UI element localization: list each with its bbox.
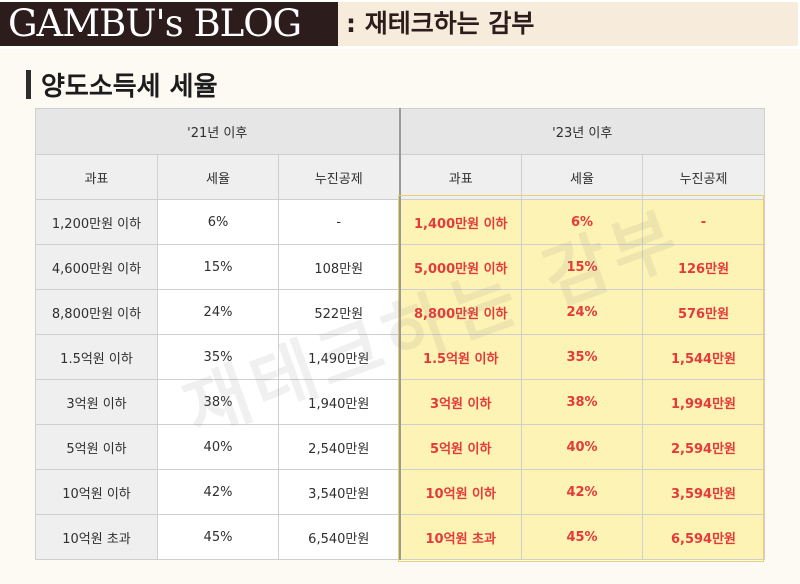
new-rate-cell: 35% [521,334,643,380]
blog-header: GAMBU's BLOG : 재테크하는 감부 [0,0,800,49]
new-rate-cell: 45% [521,514,643,560]
old-deduction-cell: 6,540만원 [278,514,400,560]
table-row: 10억원 초과 45% 6,540만원 10억원 초과 45% 6,594만원 [35,514,765,560]
table-row: 1.5억원 이하 35% 1,490만원 1.5억원 이하 35% 1,544만… [35,334,765,380]
new-base-cell: 5,000만원 이하 [398,244,522,290]
old-base-cell: 1,200만원 이하 [35,199,158,245]
new-base-cell: 10억원 이하 [398,469,522,515]
section-heading: 양도소득세 세율 [26,66,218,102]
table-row: 5억원 이하 40% 2,540만원 5억원 이하 40% 2,594만원 [35,424,765,470]
old-rate-cell: 6% [157,199,279,245]
period-new-header: '23년 이후 [398,108,765,155]
blog-tagline: : 재테크하는 감부 [338,2,798,46]
table-row: 1,200만원 이하 6% - 1,400만원 이하 6% - [35,199,765,245]
old-rate-cell: 24% [157,289,279,335]
new-base-cell: 5억원 이하 [398,424,522,470]
old-base-cell: 8,800만원 이하 [35,289,158,335]
new-deduction-cell: 2,594만원 [642,424,765,470]
new-deduction-cell: 3,594만원 [642,469,765,515]
column-header-new-base: 과표 [398,154,522,200]
section-title: 양도소득세 세율 [41,71,218,102]
table-row: 4,600만원 이하 15% 108만원 5,000만원 이하 15% 126만… [35,244,765,290]
old-deduction-cell: 522만원 [278,289,400,335]
old-base-cell: 3억원 이하 [35,379,158,425]
new-deduction-cell: 1,544만원 [642,334,765,380]
old-deduction-cell: - [278,199,400,245]
column-header-new-rate: 세율 [521,154,643,200]
old-deduction-cell: 1,940만원 [278,379,400,425]
period-header-row: '21년 이후 '23년 이후 [35,108,765,155]
table-row: 3억원 이하 38% 1,940만원 3억원 이하 38% 1,994만원 [35,379,765,425]
old-base-cell: 10억원 이하 [35,469,158,515]
column-header-old-rate: 세율 [157,154,279,200]
column-header-new-deduction: 누진공제 [642,154,765,200]
new-rate-cell: 40% [521,424,643,470]
tax-rate-table-container: '21년 이후 '23년 이후 과표 세율 누진공제 과표 세율 누진공제 1,… [35,108,765,562]
new-rate-cell: 38% [521,379,643,425]
column-header-row: 과표 세율 누진공제 과표 세율 누진공제 [35,154,765,200]
old-rate-cell: 35% [157,334,279,380]
period-old-header: '21년 이후 [35,108,400,155]
old-deduction-cell: 3,540만원 [278,469,400,515]
old-base-cell: 1.5억원 이하 [35,334,158,380]
old-rate-cell: 15% [157,244,279,290]
old-deduction-cell: 2,540만원 [278,424,400,470]
heading-bar [26,69,31,99]
column-header-old-deduction: 누진공제 [278,154,400,200]
new-deduction-cell: 1,994만원 [642,379,765,425]
old-base-cell: 10억원 초과 [35,514,158,560]
new-base-cell: 1.5억원 이하 [398,334,522,380]
column-header-old-base: 과표 [35,154,158,200]
new-deduction-cell: 126만원 [642,244,765,290]
new-rate-cell: 24% [521,289,643,335]
old-base-cell: 5억원 이하 [35,424,158,470]
old-base-cell: 4,600만원 이하 [35,244,158,290]
new-base-cell: 10억원 초과 [398,514,522,560]
new-rate-cell: 6% [521,199,643,245]
new-base-cell: 3억원 이하 [398,379,522,425]
new-deduction-cell: - [642,199,765,245]
new-deduction-cell: 576만원 [642,289,765,335]
old-rate-cell: 42% [157,469,279,515]
old-rate-cell: 45% [157,514,279,560]
old-deduction-cell: 108만원 [278,244,400,290]
new-rate-cell: 42% [521,469,643,515]
old-rate-cell: 40% [157,424,279,470]
new-rate-cell: 15% [521,244,643,290]
old-deduction-cell: 1,490만원 [278,334,400,380]
table-row: 8,800만원 이하 24% 522만원 8,800만원 이하 24% 576만… [35,289,765,335]
new-deduction-cell: 6,594만원 [642,514,765,560]
blog-name: GAMBU's BLOG [0,2,338,46]
tax-rate-table: '21년 이후 '23년 이후 과표 세율 누진공제 과표 세율 누진공제 1,… [35,108,765,560]
new-base-cell: 8,800만원 이하 [398,289,522,335]
old-rate-cell: 38% [157,379,279,425]
table-row: 10억원 이하 42% 3,540만원 10억원 이하 42% 3,594만원 [35,469,765,515]
new-base-cell: 1,400만원 이하 [398,199,522,245]
